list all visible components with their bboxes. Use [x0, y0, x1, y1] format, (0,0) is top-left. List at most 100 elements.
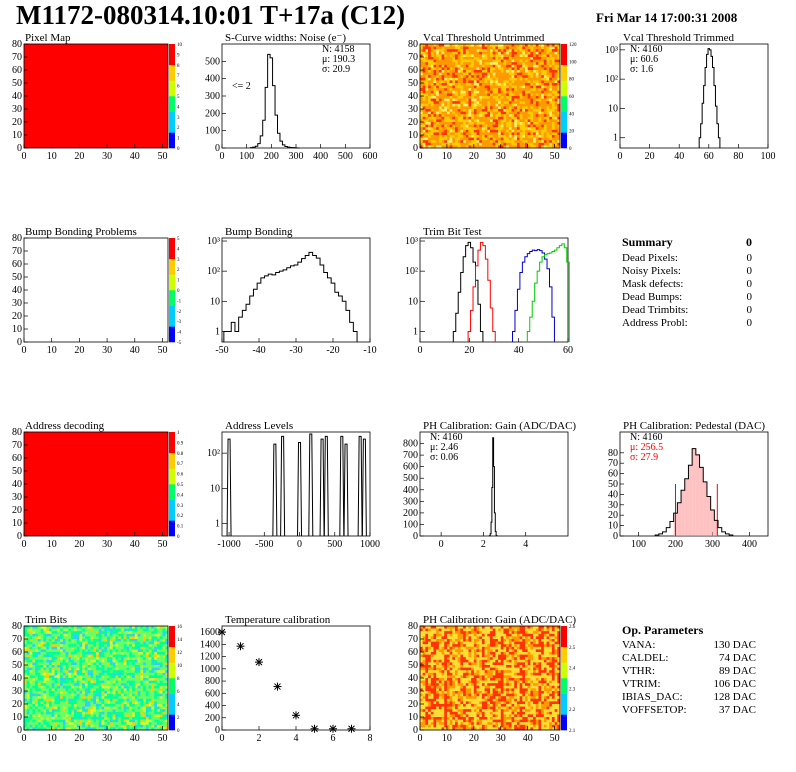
- heatmap-cell: [519, 62, 523, 66]
- heatmap-cell: [527, 85, 531, 89]
- heatmap-cell: [473, 127, 477, 131]
- heatmap-cell: [492, 124, 496, 128]
- heatmap-cell: [460, 85, 464, 89]
- heatmap-cell: [76, 659, 80, 663]
- heatmap-cell: [525, 124, 528, 128]
- heatmap-cell: [98, 665, 102, 668]
- heatmap-cell: [428, 137, 432, 141]
- y-tick-label: 10²: [405, 266, 418, 277]
- heatmap-cell: [449, 72, 453, 76]
- heatmap-cell: [57, 662, 61, 666]
- heatmap-cell: [522, 111, 526, 115]
- heatmap-cell: [68, 693, 72, 697]
- heatmap-cell: [84, 631, 88, 635]
- heatmap-cell: [503, 137, 507, 141]
- heatmap-cell: [48, 633, 52, 637]
- heatmap-cell: [118, 701, 122, 705]
- heatmap-cell: [441, 72, 445, 76]
- heatmap-cell: [490, 626, 493, 629]
- heatmap-cell: [428, 628, 432, 632]
- heatmap-cell: [145, 633, 149, 637]
- heatmap-cell: [37, 649, 41, 653]
- heatmap-cell: [538, 124, 542, 128]
- heatmap-cell: [107, 709, 111, 713]
- heatmap-cell: [151, 722, 155, 726]
- y-tick-label: 1: [613, 133, 618, 144]
- heatmap-cell: [118, 649, 122, 653]
- heatmap-cell: [134, 652, 138, 655]
- heatmap-cell: [43, 670, 47, 674]
- color-bar-label: 3: [177, 116, 180, 121]
- y-tick-label: 10: [12, 712, 22, 723]
- heatmap-cell: [104, 654, 108, 658]
- heatmap-cell: [145, 711, 149, 715]
- heatmap-cell: [465, 109, 469, 112]
- heatmap-cell: [68, 628, 72, 632]
- heatmap-cell: [65, 711, 69, 715]
- heatmap-cell: [473, 90, 477, 94]
- color-bar-cell: [561, 106, 567, 112]
- heatmap-cell: [68, 706, 72, 710]
- y-tick-label: 20: [12, 117, 22, 128]
- heatmap-cell: [90, 654, 94, 658]
- heatmap-cell: [530, 62, 534, 66]
- heatmap-cell: [495, 59, 499, 63]
- heatmap-cell: [57, 641, 61, 645]
- heatmap-cell: [132, 709, 136, 713]
- heatmap-cell: [420, 77, 423, 81]
- heatmap-cell: [71, 667, 75, 671]
- heatmap-cell: [446, 88, 450, 92]
- heatmap-cell: [452, 145, 456, 149]
- x-tick-label: -1000: [217, 539, 240, 550]
- op-param-value: 130 DAC: [713, 639, 756, 651]
- op-params-title: Op. Parameters: [622, 623, 704, 637]
- color-bar-cell: [169, 54, 175, 60]
- heatmap-cell: [492, 111, 496, 115]
- heatmap-cell: [506, 631, 510, 635]
- heatmap-cell: [76, 644, 80, 648]
- heatmap-cell: [476, 54, 480, 58]
- heatmap-cell: [473, 631, 477, 635]
- heatmap-cell: [471, 633, 475, 637]
- heatmap-cell: [32, 654, 36, 658]
- heatmap-cell: [165, 657, 169, 661]
- heatmap-cell: [120, 633, 124, 637]
- heatmap-cell: [68, 662, 72, 666]
- heatmap-cell: [436, 142, 440, 146]
- heatmap-cell: [82, 696, 86, 700]
- heatmap-cell: [455, 51, 458, 55]
- heatmap-cell: [522, 49, 526, 53]
- heatmap-cell: [436, 137, 440, 141]
- heatmap-cell: [538, 70, 542, 73]
- heatmap-cell: [508, 85, 512, 89]
- heatmap-cell: [165, 698, 169, 702]
- heatmap-cell: [35, 672, 39, 676]
- heatmap-cell: [60, 649, 64, 653]
- heatmap-cell: [430, 72, 434, 76]
- heatmap-cell: [506, 124, 510, 128]
- heatmap-cell: [154, 693, 158, 697]
- heatmap-cell: [24, 628, 28, 632]
- heatmap-cell: [551, 106, 555, 110]
- color-bar-cell: [561, 90, 567, 97]
- heatmap-cell: [65, 691, 69, 694]
- heatmap-cell: [425, 132, 429, 136]
- heatmap-cell: [452, 72, 456, 76]
- heatmap-cell: [26, 701, 30, 705]
- heatmap-cell: [93, 717, 97, 720]
- heatmap-cell: [457, 57, 461, 60]
- heatmap-cell: [449, 85, 453, 89]
- heatmap-cell: [101, 644, 105, 648]
- heatmap-cell: [557, 135, 561, 138]
- heatmap-cell: [145, 675, 149, 679]
- heatmap-cell: [84, 670, 88, 674]
- color-bar-label: 0: [177, 289, 180, 294]
- heatmap-cell: [479, 114, 483, 118]
- heatmap-cell: [519, 111, 523, 115]
- heatmap-cell: [29, 688, 33, 692]
- heatmap-cell: [76, 626, 80, 629]
- heatmap-cell: [84, 675, 88, 679]
- heatmap-cell: [460, 633, 464, 637]
- histogram-line: [223, 251, 358, 342]
- heatmap-cell: [132, 696, 136, 700]
